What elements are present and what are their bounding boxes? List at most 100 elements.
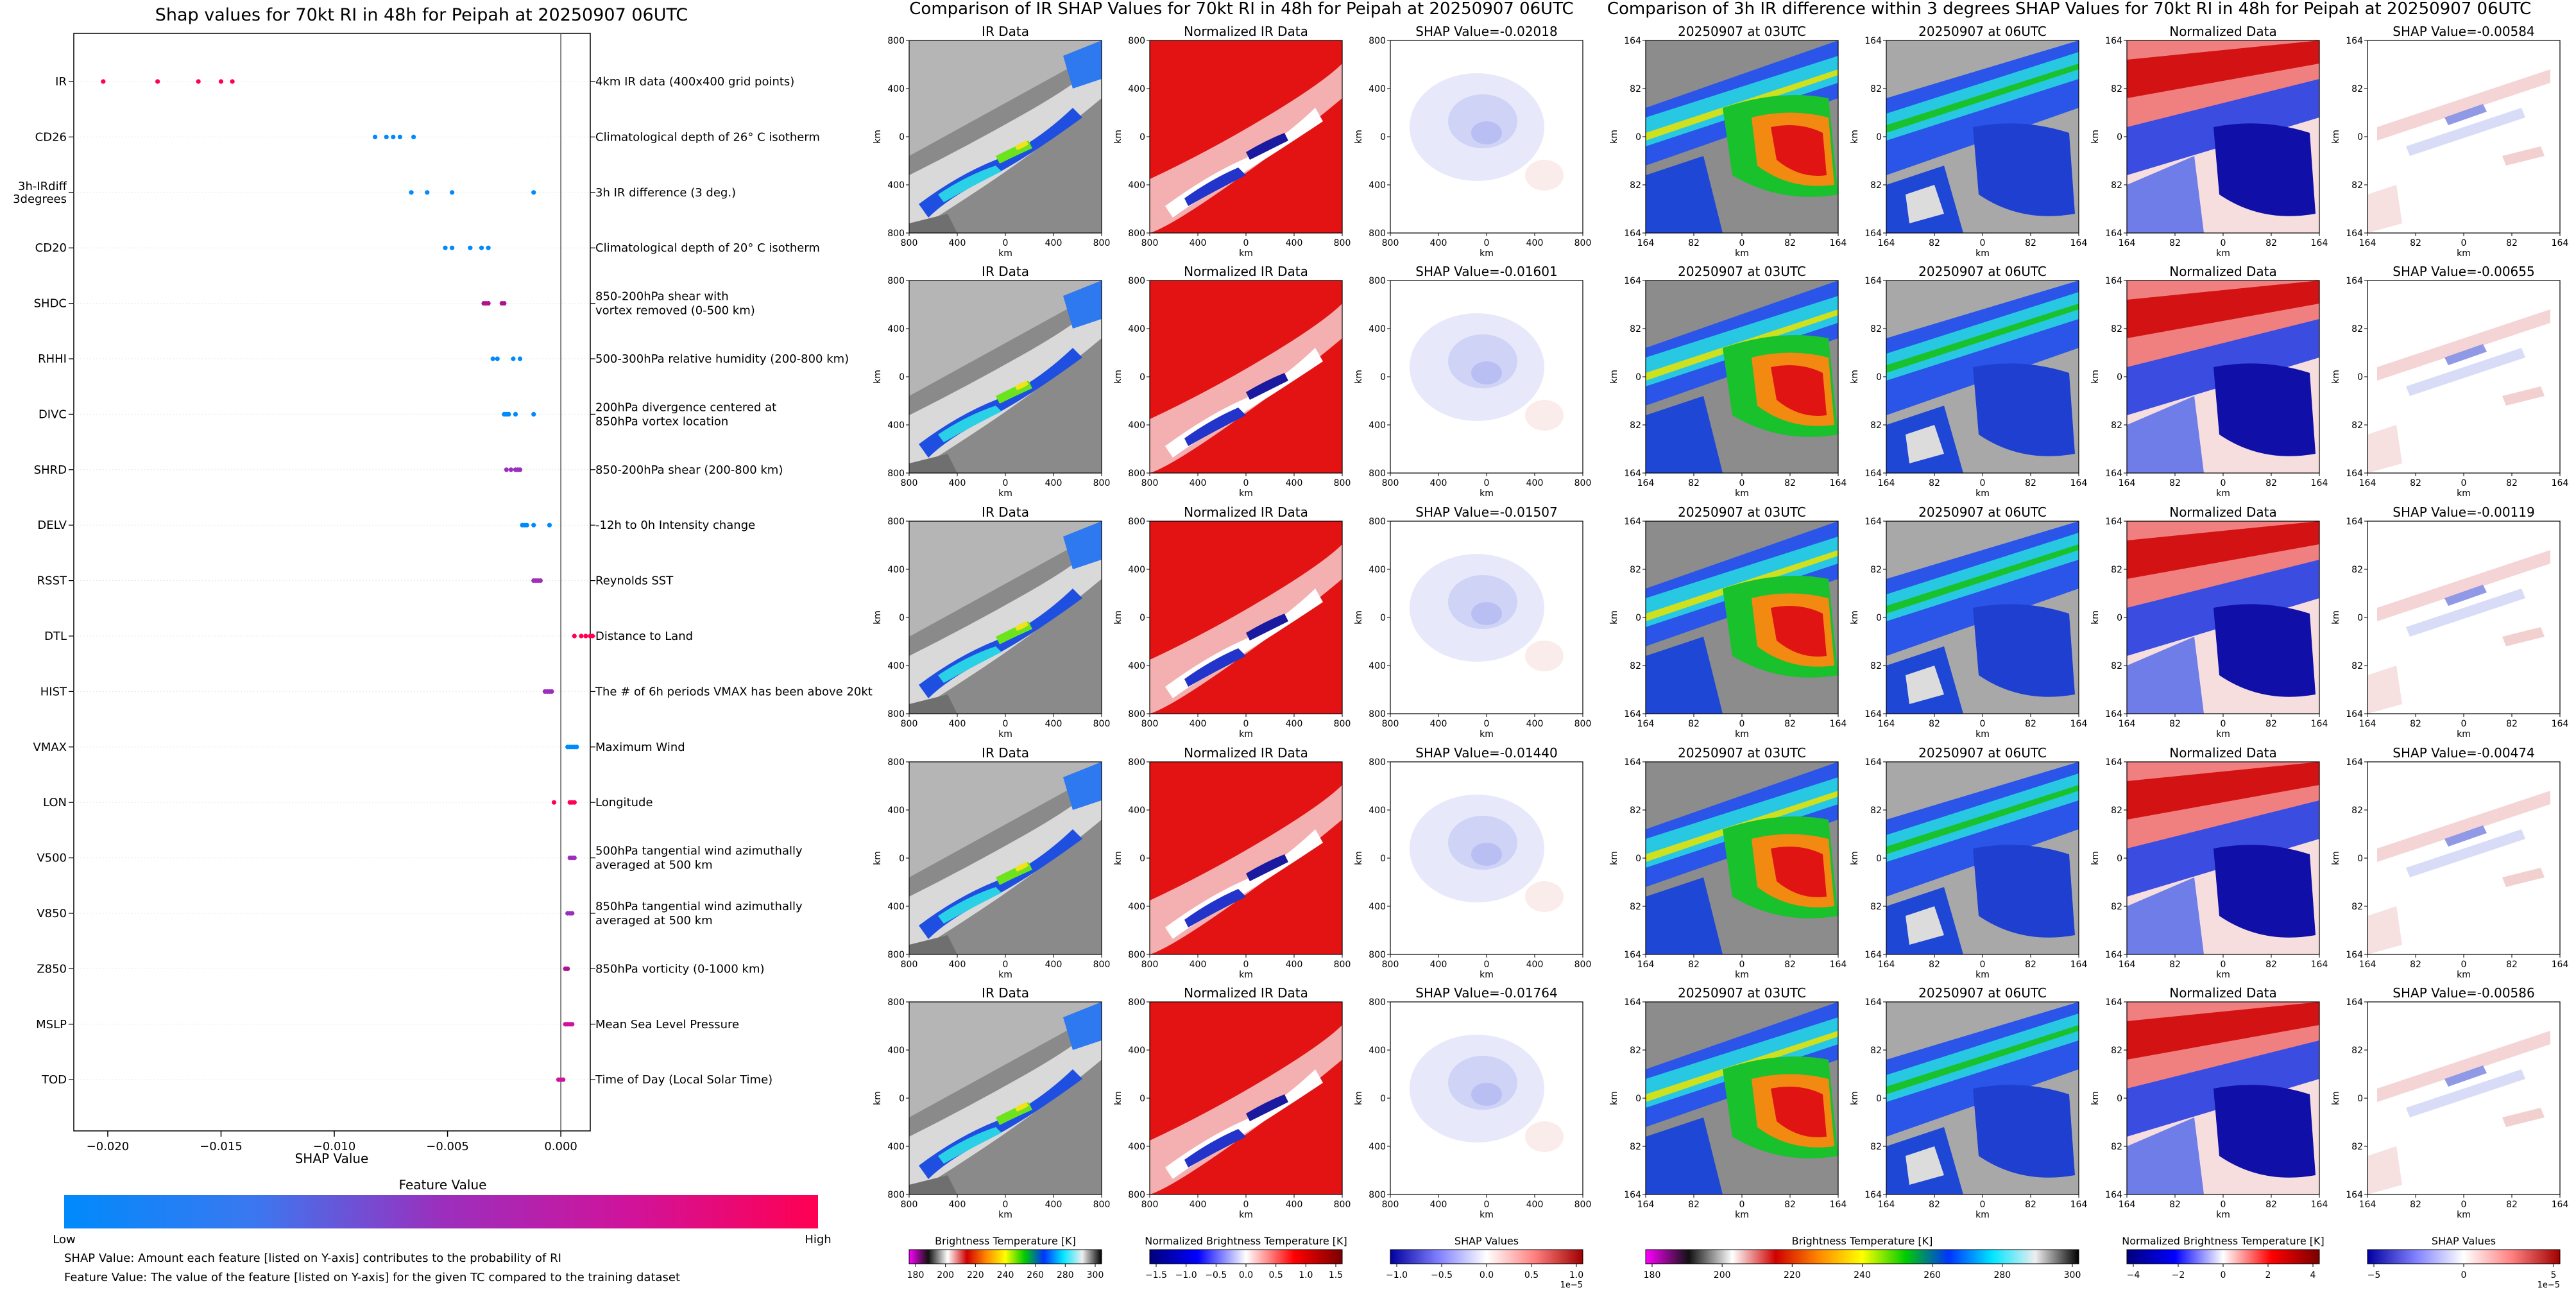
shap-point (397, 134, 403, 139)
tick-label: 82 (1688, 719, 1700, 729)
tick-label: 164 (2311, 478, 2328, 488)
feature-row-divc: DIVC 200hPa divergence centered at850hPa … (38, 401, 776, 428)
tick-label: 400 (1128, 84, 1145, 94)
tick-label: 82 (2025, 478, 2036, 488)
tick-label: 164 (2311, 238, 2328, 248)
axis-label-x: km (1975, 970, 1990, 980)
tick-label: 164 (2070, 238, 2088, 248)
axis-label-y: km (1354, 370, 1364, 384)
tick-label: 400 (1369, 805, 1386, 816)
irdiff-panel-r3-c0-title: 20250907 at 03UTC (1678, 745, 1806, 761)
tick-label: 0 (2461, 238, 2467, 248)
colorbar-tick: −4 (2127, 1270, 2140, 1280)
tick-label: 82 (2351, 805, 2363, 816)
irdiff-colorbar: Brightness Temperature [K] 180 200 220 240 26… (1644, 1235, 2081, 1280)
tick-label: 800 (887, 950, 905, 960)
irdiff-panel-r0-c3-image (2367, 40, 2561, 234)
shap-point (538, 578, 543, 583)
tick-label: 0 (1739, 1200, 1745, 1210)
shap-point (590, 633, 595, 639)
shap-point (218, 79, 224, 84)
feature-name: RHHI (38, 352, 67, 366)
tick-label: 164 (1624, 469, 1641, 479)
ir-panel-r2-c0-image (908, 521, 1102, 714)
axis-label-y: km (873, 130, 883, 144)
tick-label: 0 (1739, 719, 1745, 729)
shap-point (495, 356, 500, 361)
colorbar-tick: 220 (1784, 1270, 1801, 1280)
tick-label: 0 (1980, 478, 1986, 488)
tick-label: 800 (887, 997, 905, 1008)
irdiff-panel-r2-c1-title: 20250907 at 06UTC (1918, 504, 2047, 520)
irdiff-shap-colorbar: SHAP Values −5 0 51e−5 (2367, 1235, 2561, 1290)
tick-label: 164 (2070, 719, 2088, 729)
axis-label-x: km (1480, 488, 1494, 499)
tick-label: 164 (2359, 238, 2376, 248)
shap-summary-title: Shap values for 70kt RI in 48h for Peipa… (155, 5, 688, 25)
tick-label: 82 (1630, 1046, 1641, 1056)
axis-label-x: km (2457, 248, 2471, 259)
tick-label: 164 (2359, 478, 2376, 488)
tick-label: 400 (1128, 661, 1145, 671)
image-colorbars: Brightness Temperature [K]180 200 220 240 26… (907, 1235, 2561, 1290)
tick-label: 164 (2105, 997, 2122, 1008)
irdiff-panel-r3-c3-title: SHAP Value=-0.00474 (2393, 745, 2534, 761)
tick-label: 82 (2506, 238, 2518, 248)
ir-panel-r0-c1-title: Normalized IR Data (1184, 24, 1308, 39)
tick-label: 82 (2169, 960, 2181, 970)
shap-point (504, 467, 509, 472)
feature-description: 3h IR difference (3 deg.) (595, 186, 736, 200)
irdiff-panel-r0-c0-title: 20250907 at 03UTC (1678, 24, 1806, 39)
shap-point (230, 79, 235, 84)
tick-label: 82 (1630, 1142, 1641, 1152)
tick-label: 0 (1380, 613, 1386, 623)
tick-label: 0 (1139, 613, 1145, 623)
ir-panel-r4-c1-title: Normalized IR Data (1184, 985, 1308, 1001)
tick-label: 164 (1864, 469, 1882, 479)
colorbar-exponent: 1e−5 (2538, 1280, 2560, 1289)
feature-row-shrd: SHRD 850-200hPa shear (200-800 km) (34, 463, 783, 477)
irdiff-panel-r0-c3-title: SHAP Value=-0.00584 (2393, 24, 2534, 39)
tick-label: 400 (1526, 719, 1544, 729)
shap-point (570, 911, 575, 916)
ir-colorbar: Brightness Temperature [K] 180 200 220 240 26… (907, 1235, 1104, 1280)
irdiff-panel-r1-c1-title: 20250907 at 06UTC (1918, 264, 2047, 279)
x-tick-label: −0.020 (87, 1140, 130, 1153)
tick-label: 0 (1243, 719, 1249, 729)
tick-label: 82 (1630, 902, 1641, 912)
shap-point (551, 800, 557, 805)
tick-label: 164 (2346, 1190, 2363, 1200)
axis-label-x: km (1975, 488, 1990, 499)
tick-label: 82 (2351, 324, 2363, 334)
irdiff-panel-r3-c0-image (1645, 761, 1839, 955)
tick-label: 800 (901, 1200, 918, 1210)
tick-label: 82 (1929, 719, 1940, 729)
tick-label: 82 (1929, 1200, 1940, 1210)
feature-row-tod: TOD Time of Day (Local Solar Time) (41, 1073, 772, 1087)
tick-label: 164 (2552, 960, 2569, 970)
tick-label: 82 (2351, 661, 2363, 671)
feature-description: Reynolds SST (595, 574, 674, 588)
tick-label: 164 (1830, 1200, 1847, 1210)
tick-label: 0 (1003, 719, 1009, 729)
feature-description: -12h to 0h Intensity change (595, 519, 755, 532)
tick-label: 800 (1334, 478, 1351, 488)
tick-label: 400 (1369, 324, 1386, 334)
tick-label: 400 (1286, 478, 1303, 488)
tick-label: 400 (1430, 478, 1447, 488)
axis-label-y: km (1113, 370, 1123, 384)
tick-label: 164 (2359, 1200, 2376, 1210)
axis-label-x: km (2457, 488, 2471, 499)
tick-label: 400 (1526, 478, 1544, 488)
shap-point (547, 522, 552, 528)
irdiff-panel-r2-c3-image (2367, 521, 2561, 714)
feature-row-rhhi: RHHI 500-300hPa relative humidity (200-80… (38, 352, 849, 366)
tick-label: 82 (1630, 180, 1641, 191)
